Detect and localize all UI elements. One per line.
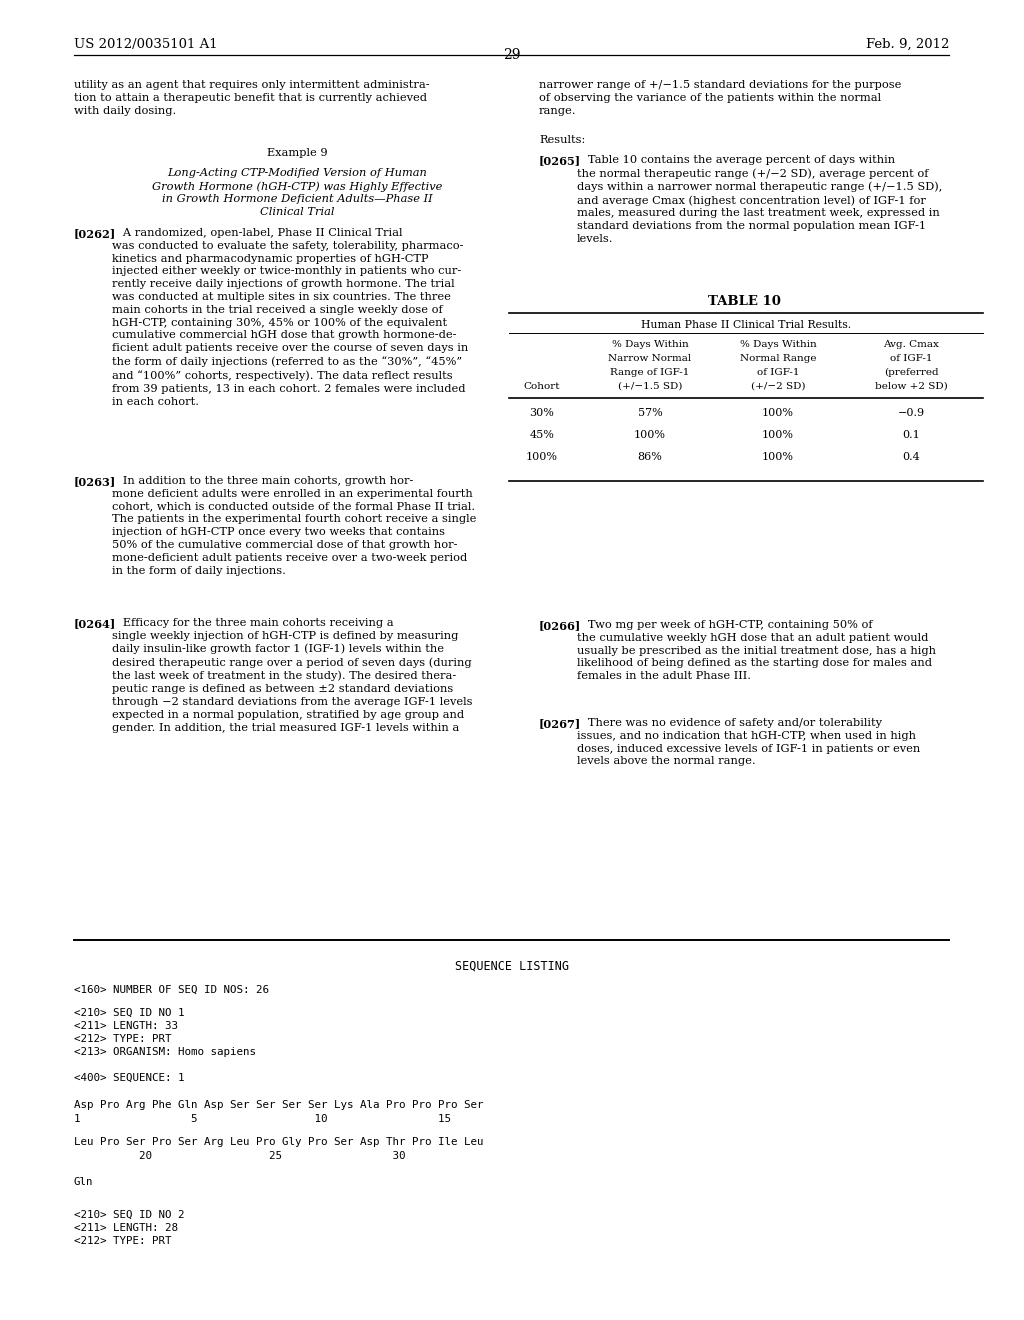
Text: narrower range of +/−1.5 standard deviations for the purpose
of observing the va: narrower range of +/−1.5 standard deviat… — [539, 81, 901, 116]
Text: Efficacy for the three main cohorts receiving a
single weekly injection of hGH-C: Efficacy for the three main cohorts rece… — [112, 618, 472, 733]
Text: Two mg per week of hGH-CTP, containing 50% of
the cumulative weekly hGH dose tha: Two mg per week of hGH-CTP, containing 5… — [577, 620, 936, 681]
Text: 0.1: 0.1 — [902, 430, 920, 440]
Text: [0262]: [0262] — [74, 228, 117, 239]
Text: (+/−1.5 SD): (+/−1.5 SD) — [617, 381, 682, 391]
Text: 29: 29 — [503, 48, 521, 62]
Text: Feb. 9, 2012: Feb. 9, 2012 — [865, 38, 949, 51]
Text: Table 10 contains the average percent of days within
the normal therapeutic rang: Table 10 contains the average percent of… — [577, 154, 942, 244]
Text: <212> TYPE: PRT: <212> TYPE: PRT — [74, 1034, 171, 1044]
Text: <210> SEQ ID NO 1: <210> SEQ ID NO 1 — [74, 1008, 184, 1018]
Text: TABLE 10: TABLE 10 — [708, 294, 780, 308]
Text: 100%: 100% — [762, 430, 794, 440]
Text: <212> TYPE: PRT: <212> TYPE: PRT — [74, 1236, 171, 1246]
Text: US 2012/0035101 A1: US 2012/0035101 A1 — [74, 38, 218, 51]
Text: <400> SEQUENCE: 1: <400> SEQUENCE: 1 — [74, 1073, 184, 1082]
Text: 0.4: 0.4 — [902, 451, 920, 462]
Text: Leu Pro Ser Pro Ser Arg Leu Pro Gly Pro Ser Asp Thr Pro Ile Leu: Leu Pro Ser Pro Ser Arg Leu Pro Gly Pro … — [74, 1137, 483, 1147]
Text: below +2 SD): below +2 SD) — [874, 381, 947, 391]
Text: <210> SEQ ID NO 2: <210> SEQ ID NO 2 — [74, 1210, 184, 1220]
Text: 86%: 86% — [638, 451, 663, 462]
Text: Long-Acting CTP-Modified Version of Human
Growth Hormone (hGH-CTP) was Highly Ef: Long-Acting CTP-Modified Version of Huma… — [152, 168, 442, 218]
Text: Gln: Gln — [74, 1177, 93, 1187]
Text: 57%: 57% — [638, 408, 663, 418]
Text: [0263]: [0263] — [74, 477, 117, 487]
Text: of IGF-1: of IGF-1 — [890, 354, 932, 363]
Text: Human Phase II Clinical Trial Results.: Human Phase II Clinical Trial Results. — [641, 319, 851, 330]
Text: 45%: 45% — [529, 430, 554, 440]
Text: Range of IGF-1: Range of IGF-1 — [610, 368, 690, 378]
Text: <211> LENGTH: 28: <211> LENGTH: 28 — [74, 1224, 178, 1233]
Text: 100%: 100% — [762, 451, 794, 462]
Text: % Days Within: % Days Within — [611, 341, 688, 348]
Text: % Days Within: % Days Within — [739, 341, 816, 348]
Text: <160> NUMBER OF SEQ ID NOS: 26: <160> NUMBER OF SEQ ID NOS: 26 — [74, 985, 269, 995]
Text: (preferred: (preferred — [884, 368, 938, 378]
Text: Avg. Cmax: Avg. Cmax — [883, 341, 939, 348]
Text: 20                  25                 30: 20 25 30 — [74, 1151, 406, 1162]
Text: <211> LENGTH: 33: <211> LENGTH: 33 — [74, 1020, 178, 1031]
Text: Results:: Results: — [539, 135, 586, 145]
Text: [0265]: [0265] — [539, 154, 582, 166]
Text: 100%: 100% — [762, 408, 794, 418]
Text: −0.9: −0.9 — [897, 408, 925, 418]
Text: A randomized, open-label, Phase II Clinical Trial
was conducted to evaluate the : A randomized, open-label, Phase II Clini… — [112, 228, 468, 407]
Text: 100%: 100% — [634, 430, 666, 440]
Text: SEQUENCE LISTING: SEQUENCE LISTING — [455, 960, 569, 973]
Text: Narrow Normal: Narrow Normal — [608, 354, 691, 363]
Text: utility as an agent that requires only intermittent administra-
tion to attain a: utility as an agent that requires only i… — [74, 81, 430, 116]
Text: [0266]: [0266] — [539, 620, 582, 631]
Text: 100%: 100% — [526, 451, 558, 462]
Text: (+/−2 SD): (+/−2 SD) — [751, 381, 805, 391]
Text: <213> ORGANISM: Homo sapiens: <213> ORGANISM: Homo sapiens — [74, 1047, 256, 1057]
Text: [0267]: [0267] — [539, 718, 582, 729]
Text: of IGF-1: of IGF-1 — [757, 368, 800, 378]
Text: In addition to the three main cohorts, growth hor-
mone deficient adults were en: In addition to the three main cohorts, g… — [112, 477, 476, 576]
Text: [0264]: [0264] — [74, 618, 117, 630]
Text: Cohort: Cohort — [523, 381, 560, 391]
Text: Normal Range: Normal Range — [739, 354, 816, 363]
Text: 1                 5                  10                 15: 1 5 10 15 — [74, 1114, 451, 1125]
Text: Asp Pro Arg Phe Gln Asp Ser Ser Ser Ser Lys Ala Pro Pro Pro Ser: Asp Pro Arg Phe Gln Asp Ser Ser Ser Ser … — [74, 1100, 483, 1110]
Text: There was no evidence of safety and/or tolerability
issues, and no indication th: There was no evidence of safety and/or t… — [577, 718, 921, 767]
Text: 30%: 30% — [529, 408, 554, 418]
Text: Example 9: Example 9 — [266, 148, 328, 158]
